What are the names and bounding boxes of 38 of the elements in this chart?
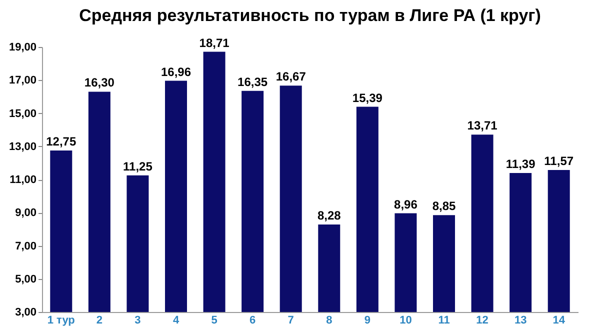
x-tick-label: 14 bbox=[552, 314, 566, 326]
chart-title: Средняя результативность по турам в Лиге РА (1 круг) bbox=[79, 6, 541, 25]
data-label: 16,96 bbox=[160, 64, 192, 79]
y-tick-label: 17,00 bbox=[8, 74, 36, 87]
y-tick-label: 5,00 bbox=[15, 273, 36, 286]
x-tick-label: 7 bbox=[288, 314, 294, 326]
y-tick-label: 7,00 bbox=[15, 240, 36, 252]
data-label: 8,28 bbox=[317, 208, 342, 223]
x-tick-label: 5 bbox=[211, 314, 218, 326]
x-tick-label: 2 bbox=[96, 314, 102, 326]
y-tick-label: 11,00 bbox=[10, 174, 36, 186]
data-label: 8,96 bbox=[394, 197, 418, 212]
x-tick-label: 11 bbox=[438, 314, 450, 326]
x-tick-label: 1 тур bbox=[47, 314, 76, 326]
x-tick-label: 10 bbox=[400, 314, 412, 326]
y-tick-label: 13,00 bbox=[8, 140, 36, 153]
data-label: 18,71 bbox=[199, 36, 230, 50]
x-tick-label: 12 bbox=[476, 314, 488, 326]
x-tick-label: 6 bbox=[250, 314, 256, 326]
data-label: 15,39 bbox=[352, 90, 383, 105]
x-tick-label: 8 bbox=[326, 314, 332, 326]
x-tick-label: 9 bbox=[364, 314, 370, 326]
x-tick-label: 3 bbox=[134, 314, 141, 326]
data-label: 11,39 bbox=[506, 157, 536, 172]
data-label: 11,25 bbox=[123, 159, 153, 174]
y-tick-label: 19,00 bbox=[8, 42, 36, 54]
y-tick-label: 3,00 bbox=[15, 306, 36, 318]
data-label: 16,30 bbox=[84, 76, 115, 90]
y-tick-label: 15,00 bbox=[8, 108, 36, 120]
x-tick-label: 13 bbox=[514, 314, 527, 326]
data-label: 12,75 bbox=[46, 134, 76, 149]
data-label: 16,67 bbox=[276, 70, 306, 84]
data-label: 8,85 bbox=[432, 199, 456, 214]
data-label: 11,57 bbox=[544, 154, 574, 168]
y-tick-label: 9,00 bbox=[15, 207, 36, 220]
x-tick-label: 4 bbox=[172, 314, 180, 326]
data-label: 16,35 bbox=[238, 74, 268, 89]
data-label: 13,71 bbox=[467, 118, 498, 133]
